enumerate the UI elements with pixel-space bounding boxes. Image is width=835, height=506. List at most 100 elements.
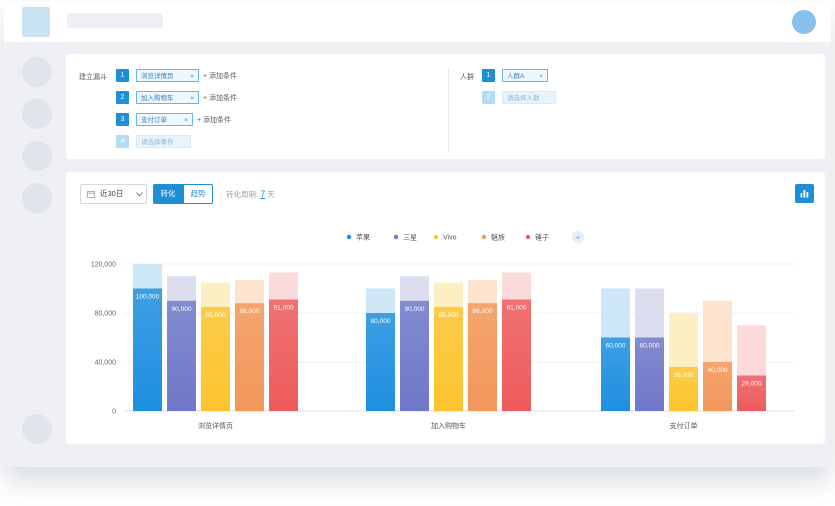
- close-icon[interactable]: ×: [184, 117, 188, 124]
- bar-value[interactable]: [235, 303, 264, 411]
- crowd-label: 人群: [460, 74, 474, 81]
- bar-value[interactable]: [434, 306, 463, 411]
- add-condition-link[interactable]: + 添加条件: [203, 73, 238, 80]
- bar-value[interactable]: [400, 300, 429, 411]
- bar-data-label: 85,000: [439, 312, 459, 319]
- crowd-select[interactable]: 请选择人群: [502, 91, 556, 104]
- bar-value[interactable]: [366, 313, 395, 411]
- step-event-tag[interactable]: 浏览详情页 ×: [136, 69, 199, 82]
- plus-icon-glyph: +: [576, 233, 581, 242]
- bar-data-label: 36,000: [674, 372, 694, 379]
- bar-data-label: 60,000: [606, 343, 626, 350]
- crowd-number: 1: [482, 69, 495, 82]
- step-event-tag[interactable]: 支付订单 ×: [136, 113, 193, 126]
- legend-marker: [346, 234, 352, 240]
- bar-value[interactable]: [133, 288, 162, 412]
- step-event-name: 支付订单: [141, 117, 167, 124]
- date-range-value: 近30日: [100, 189, 124, 198]
- sidebar-item-3[interactable]: [22, 141, 52, 171]
- y-tick-label: 80,000: [95, 311, 117, 318]
- y-tick-label: 0: [112, 409, 116, 416]
- x-category-label: 加入购物车: [431, 421, 466, 430]
- add-condition-link[interactable]: + 添加条件: [203, 95, 238, 102]
- bar-value[interactable]: [737, 375, 766, 411]
- app-logo[interactable]: [22, 7, 50, 37]
- bar-data-label: 60,000: [640, 343, 660, 350]
- bar-value[interactable]: [669, 366, 698, 411]
- period-label: 转化周期:: [226, 190, 259, 199]
- legend-marker: [433, 234, 439, 240]
- legend-label[interactable]: 锤子: [535, 233, 549, 242]
- sidebar-item-1[interactable]: [22, 57, 52, 87]
- legend-label[interactable]: 魅族: [491, 233, 505, 242]
- tab-conversion[interactable]: 转化: [153, 184, 183, 204]
- bar-value[interactable]: [201, 306, 230, 411]
- close-icon[interactable]: ×: [190, 95, 194, 102]
- period-unit: 天: [267, 190, 275, 199]
- add-condition-link[interactable]: + 添加条件: [197, 117, 232, 124]
- bar-data-label: 80,000: [371, 318, 391, 325]
- legend-label[interactable]: Vivo: [443, 235, 457, 242]
- crowd-name: 人群A: [507, 73, 525, 80]
- crowd-tag[interactable]: 人群A ×: [502, 69, 548, 82]
- funnel-label: 建立漏斗: [79, 74, 107, 81]
- bar-value[interactable]: [468, 303, 497, 411]
- date-range-select[interactable]: 近30日: [80, 184, 147, 204]
- bar-chart-icon: [800, 190, 809, 198]
- bar-data-label: 100,000: [136, 294, 160, 301]
- sidebar-item-bottom[interactable]: [22, 414, 52, 444]
- sidebar-item-2[interactable]: [22, 99, 52, 129]
- bar-value[interactable]: [635, 337, 664, 412]
- divider: [448, 68, 449, 152]
- bar-value[interactable]: [601, 337, 630, 412]
- legend-marker: [481, 234, 487, 240]
- bar-data-label: 91,000: [274, 305, 294, 312]
- bar-data-label: 88,000: [240, 308, 260, 315]
- legend-label[interactable]: 苹果: [356, 233, 370, 242]
- step-number: 3: [116, 113, 129, 126]
- chart-card: 近30日 转化 趋势 转化周期: 7 天 0 40,000 80,000 120,00…: [66, 172, 825, 444]
- avatar[interactable]: [792, 10, 816, 34]
- top-bar: [4, 2, 831, 42]
- close-icon[interactable]: ×: [190, 73, 194, 80]
- step-event-tag[interactable]: 加入购物车 ×: [136, 91, 199, 104]
- bar-value[interactable]: [269, 299, 298, 411]
- bar-data-label: 85,000: [206, 312, 226, 319]
- crowd-number: 2: [482, 91, 495, 104]
- bar-data-label: 88,000: [473, 308, 493, 315]
- legend-marker: [393, 234, 399, 240]
- plus-icon[interactable]: [572, 231, 584, 243]
- x-category-label: 浏览详情页: [198, 421, 233, 430]
- step-event-name: 浏览详情页: [141, 73, 174, 80]
- step-event-name: 加入购物车: [141, 95, 174, 102]
- close-icon[interactable]: ×: [539, 73, 543, 80]
- y-tick-label: 40,000: [95, 360, 117, 367]
- period-value[interactable]: 7: [260, 189, 266, 199]
- sidebar-item-4[interactable]: [22, 183, 52, 213]
- bar-value[interactable]: [167, 300, 196, 411]
- bar-value[interactable]: [502, 299, 531, 411]
- event-select[interactable]: 请选择事件: [136, 135, 191, 148]
- bar-data-label: 90,000: [405, 306, 425, 313]
- title-placeholder: [67, 13, 163, 28]
- calendar-icon: [87, 191, 95, 198]
- tab-trend[interactable]: 趋势: [183, 184, 213, 204]
- funnel-bar-chart: 0 40,000 80,000 120,000 苹果 三星 Vivo 魅族 锤子 +100,000…: [91, 231, 794, 430]
- bar-value[interactable]: [703, 362, 732, 411]
- bar-data-label: 91,000: [507, 305, 527, 312]
- step-number: 1: [116, 69, 129, 82]
- bar-data-label: 40,000: [708, 367, 728, 374]
- funnel-builder-card: 建立漏斗 1 浏览详情页 × + 添加条件 2 加入购物车 × + 添加条件 3…: [66, 54, 825, 159]
- step-number: 2: [116, 91, 129, 104]
- conversion-period: 转化周期: 7 天: [226, 189, 275, 200]
- bar-data-label: 90,000: [172, 306, 192, 313]
- y-tick-label: 120,000: [91, 262, 116, 269]
- chart-type-button[interactable]: [795, 184, 814, 203]
- legend-label[interactable]: 三星: [403, 234, 417, 242]
- app-window: 建立漏斗 1 浏览详情页 × + 添加条件 2 加入购物车 × + 添加条件 3…: [4, 2, 831, 467]
- chevron-down-icon: [136, 192, 143, 197]
- x-category-label: 支付订单: [670, 421, 698, 430]
- legend-marker: [525, 234, 531, 240]
- bar-data-label: 29,000: [742, 380, 762, 387]
- step-number: 4: [116, 135, 129, 148]
